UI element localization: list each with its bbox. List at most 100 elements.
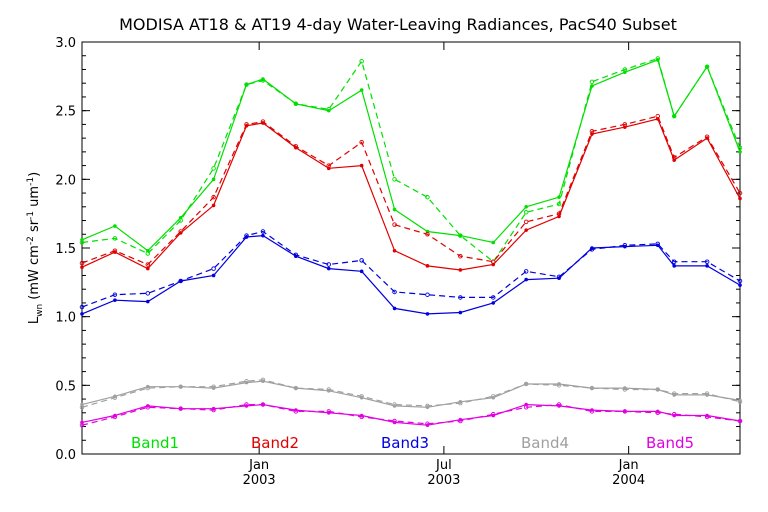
series-band3 xyxy=(79,229,743,316)
series-dashed-line xyxy=(81,403,741,426)
data-point-dashed xyxy=(556,274,562,280)
data-point-dashed xyxy=(260,78,266,83)
series-band1 xyxy=(79,56,743,264)
data-point-solid xyxy=(557,195,561,199)
data-point-solid xyxy=(294,102,298,106)
data-point-solid xyxy=(672,264,676,268)
data-point-dashed xyxy=(145,385,151,391)
data-point-solid xyxy=(359,88,364,92)
data-point-dashed xyxy=(671,155,677,160)
data-point-dashed xyxy=(655,56,661,61)
data-point-solid xyxy=(425,312,430,316)
data-point-dashed xyxy=(704,64,710,69)
data-point-dashed xyxy=(145,405,151,410)
data-point-dashed xyxy=(737,399,743,405)
data-point-dashed xyxy=(359,394,364,399)
data-point-dashed xyxy=(491,295,496,300)
data-point-solid xyxy=(590,84,594,88)
data-point-dashed xyxy=(244,122,249,127)
data-point-dashed xyxy=(458,418,463,424)
y-label-exp1: -2 xyxy=(26,236,36,245)
data-point-dashed xyxy=(671,259,677,264)
data-point-solid xyxy=(491,301,496,305)
data-point-dashed xyxy=(556,211,562,216)
data-point-dashed xyxy=(589,129,595,134)
data-point-dashed xyxy=(589,79,595,85)
y-tick-label: 3.0 xyxy=(55,36,76,51)
data-point-dashed xyxy=(178,229,183,234)
data-point-dashed xyxy=(244,82,249,87)
data-point-solid xyxy=(80,312,84,316)
data-point-solid xyxy=(392,248,397,253)
data-point-dashed xyxy=(425,292,430,297)
data-point-solid xyxy=(524,277,528,282)
data-point-solid xyxy=(244,82,249,87)
y-axis: 0.0 0.5 1.0 1.5 2.0 2.5 3.0 xyxy=(55,36,740,463)
data-point-dashed xyxy=(326,163,332,168)
data-point-dashed xyxy=(523,381,529,387)
data-point-dashed xyxy=(260,402,266,407)
chart-title: MODISA AT18 & AT19 4-day Water-Leaving R… xyxy=(119,15,677,34)
data-point-solid xyxy=(113,224,117,228)
data-point-dashed xyxy=(244,402,249,407)
data-point-dashed xyxy=(737,278,743,284)
data-point-dashed xyxy=(211,194,216,200)
data-point-dashed xyxy=(622,387,628,392)
data-point-dashed xyxy=(359,414,364,420)
data-point-dashed xyxy=(622,409,628,414)
series-dashed-line xyxy=(81,57,741,263)
data-point-dashed xyxy=(589,385,595,391)
data-point-solid xyxy=(178,384,183,389)
data-point-dashed xyxy=(523,210,529,215)
data-point-dashed xyxy=(178,406,183,411)
data-point-dashed xyxy=(211,166,216,171)
data-point-dashed xyxy=(523,405,529,410)
data-point-solid xyxy=(146,299,150,304)
data-point-dashed xyxy=(293,101,299,107)
data-point-dashed xyxy=(458,233,463,238)
data-point-dashed xyxy=(359,58,364,64)
data-point-dashed xyxy=(491,411,496,417)
data-point-dashed xyxy=(260,377,266,383)
data-point-solid xyxy=(672,114,676,118)
data-point-solid xyxy=(211,273,216,278)
data-point-dashed xyxy=(704,134,710,140)
data-point-solid xyxy=(458,310,463,315)
data-point-dashed xyxy=(655,387,661,392)
series-solid-line xyxy=(81,59,741,252)
x-tick-label-month: Jul xyxy=(435,458,452,473)
data-point-dashed xyxy=(293,385,299,391)
data-point-dashed xyxy=(145,291,151,296)
data-point-dashed xyxy=(671,391,677,396)
data-point-dashed xyxy=(145,262,151,267)
series-solid-line xyxy=(81,118,741,271)
data-point-dashed xyxy=(392,177,397,182)
y-label-exp2: -1 xyxy=(26,211,36,220)
data-point-dashed xyxy=(178,278,183,284)
data-point-dashed xyxy=(79,304,85,310)
data-point-dashed xyxy=(655,410,661,416)
y-tick-label: 0.0 xyxy=(55,448,76,463)
series-solid-line xyxy=(81,403,741,426)
y-label-mid2: um xyxy=(27,186,42,211)
data-point-dashed xyxy=(737,418,743,424)
plot-frame xyxy=(81,41,741,455)
data-point-solid xyxy=(738,196,742,201)
data-point-dashed xyxy=(79,240,85,245)
data-point-dashed xyxy=(704,414,710,420)
y-label-mid1: sr xyxy=(27,219,42,236)
data-point-dashed xyxy=(112,236,118,241)
y-label-exp3: -1 xyxy=(26,177,36,186)
data-point-dashed xyxy=(458,295,463,300)
data-point-dashed xyxy=(293,252,299,258)
data-point-dashed xyxy=(704,391,710,396)
legend: Band1 Band2 Band3 Band4 Band5 xyxy=(131,434,694,452)
data-point-dashed xyxy=(211,384,216,389)
x-tick-label-month: Jan xyxy=(618,458,639,473)
y-label-sub: wn xyxy=(35,304,45,317)
y-tick-label: 2.0 xyxy=(55,173,76,188)
y-label-base: L xyxy=(27,316,42,324)
data-point-dashed xyxy=(737,145,743,150)
data-point-dashed xyxy=(79,405,85,410)
